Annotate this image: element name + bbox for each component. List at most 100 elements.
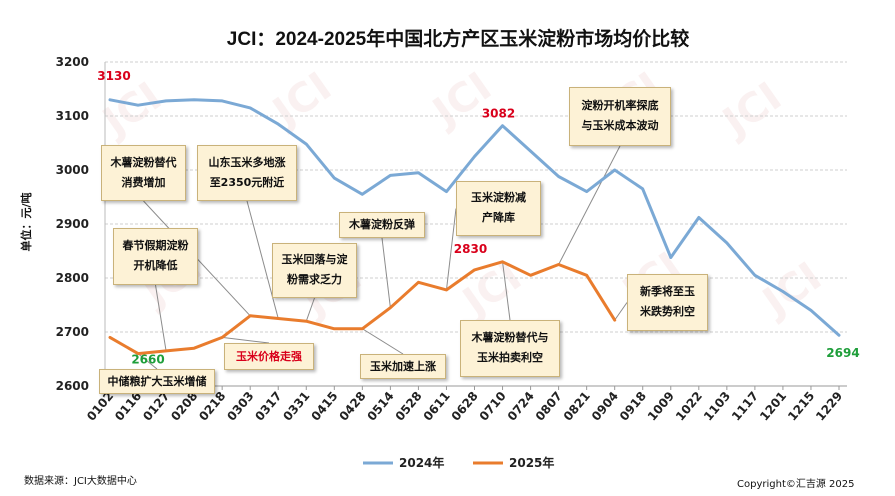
data-point <box>585 274 588 277</box>
data-point <box>248 314 252 317</box>
leader-line <box>246 200 279 319</box>
x-tick-label: 0102 <box>84 389 116 424</box>
leader-line <box>445 208 457 290</box>
x-tick-label: 0116 <box>112 389 144 424</box>
data-point <box>613 168 616 172</box>
data-point <box>333 176 336 180</box>
y-tick-label: 3200 <box>56 55 89 69</box>
data-point <box>333 327 336 330</box>
x-tick-label: 0218 <box>196 389 228 424</box>
watermark-text: JCI <box>263 64 340 137</box>
data-point <box>220 336 224 339</box>
x-tick-label: 0611 <box>421 389 453 424</box>
watermark-text: JCI <box>713 74 790 147</box>
x-tick-label: 0331 <box>280 389 312 424</box>
data-point <box>781 290 785 293</box>
y-tick-label: 2700 <box>56 325 89 339</box>
leader-line <box>362 328 404 355</box>
x-tick-label: 0821 <box>561 389 593 424</box>
data-point <box>613 318 616 322</box>
data-point <box>585 190 588 193</box>
legend-label: 2025年 <box>509 455 554 470</box>
x-tick-label: 0710 <box>477 389 509 424</box>
point-labels: 3130 3082 2830 2660 2694 <box>97 69 859 367</box>
data-point <box>697 216 701 219</box>
point-label: 3130 <box>97 69 130 83</box>
annotation-shandong-corn-rise: 山东玉米多地涨 至2350元附近 <box>197 145 297 201</box>
y-axis: 2600 2700 2800 2900 3000 3100 3200 <box>56 55 847 393</box>
x-tick-label: 0317 <box>252 389 284 424</box>
copyright: Copyright©汇吉源 2025 <box>737 479 855 490</box>
data-point <box>136 104 140 107</box>
x-tick-label: 0303 <box>224 389 256 424</box>
series-layer <box>108 98 841 356</box>
y-tick-label: 3100 <box>56 109 89 123</box>
x-tick-label: 0904 <box>589 389 621 424</box>
data-point <box>136 352 140 355</box>
data-point <box>164 349 168 353</box>
data-point <box>108 98 112 102</box>
leader-line <box>614 302 628 321</box>
data-point <box>641 187 644 191</box>
x-tick-label: 1103 <box>701 389 733 424</box>
x-tick-label: 1009 <box>645 389 677 424</box>
x-tick-label: 0918 <box>617 389 649 424</box>
data-point <box>192 98 196 102</box>
leader-line <box>137 353 158 370</box>
data-point <box>557 175 560 178</box>
data-point <box>669 256 672 259</box>
data-point <box>725 241 729 245</box>
data-point <box>501 124 504 127</box>
data-point <box>529 274 532 277</box>
leader-line <box>381 237 391 308</box>
data-point <box>389 174 392 177</box>
chart-title: JCI：2024-2025年中国北方产区玉米淀粉市场均价比较 <box>227 27 689 50</box>
leader-line <box>155 284 167 351</box>
annotation-corn-accelerate: 玉米加速上涨 <box>360 354 446 379</box>
y-tick-label: 3000 <box>56 163 89 177</box>
annotation-new-season: 新季将至玉 米跌势利空 <box>627 274 708 331</box>
annotation-spring-festival: 春节假期淀粉 开机降低 <box>113 228 198 285</box>
data-point <box>248 106 252 110</box>
x-tick-label: 1215 <box>785 389 817 424</box>
y-axis-label: 单位：元/吨 <box>19 192 33 251</box>
annotation-corn-fall-weak-demand: 玉米回落与淀 粉需求乏力 <box>272 243 357 298</box>
data-point <box>277 317 280 320</box>
data-point <box>361 327 364 330</box>
data-point <box>557 263 560 266</box>
data-point <box>473 155 476 158</box>
data-point <box>192 347 196 350</box>
watermark-text: JCI <box>93 74 170 147</box>
point-label: 2660 <box>131 353 164 367</box>
data-point <box>108 336 112 339</box>
annotation-sinograin-reserve: 中储粮扩大玉米增储 <box>99 369 215 394</box>
x-tick-label: 1229 <box>813 389 845 424</box>
x-tick-label: 1201 <box>757 389 789 424</box>
data-point <box>417 281 420 284</box>
annotation-output-destock: 玉米淀粉减 产降库 <box>456 181 541 236</box>
data-point <box>529 149 532 153</box>
annotation-corn-strong: 玉米价格走强 <box>224 343 314 370</box>
point-label: 2830 <box>454 242 487 256</box>
data-point <box>837 334 841 337</box>
legend-label: 2024年 <box>399 455 444 470</box>
data-point <box>389 306 392 309</box>
data-point <box>361 193 364 196</box>
x-tick-label: 0628 <box>449 389 481 424</box>
x-tick-label: 0514 <box>364 389 396 424</box>
x-tick-label: 0127 <box>140 389 172 424</box>
annotation-cassava-substitution: 木薯淀粉替代 消费增加 <box>101 145 186 201</box>
annotation-leader-lines <box>137 145 628 370</box>
point-label: 2694 <box>826 346 859 360</box>
data-point <box>501 260 504 263</box>
leader-line <box>558 145 621 265</box>
data-point <box>445 288 448 292</box>
x-tick-label: 1022 <box>673 389 705 424</box>
data-point <box>305 320 308 323</box>
leader-line <box>502 261 511 321</box>
y-tick-label: 2900 <box>56 217 89 231</box>
watermark-text: JCI <box>423 64 500 137</box>
data-point <box>417 171 420 174</box>
x-tick-label: 0208 <box>168 389 200 424</box>
data-point <box>277 122 280 126</box>
